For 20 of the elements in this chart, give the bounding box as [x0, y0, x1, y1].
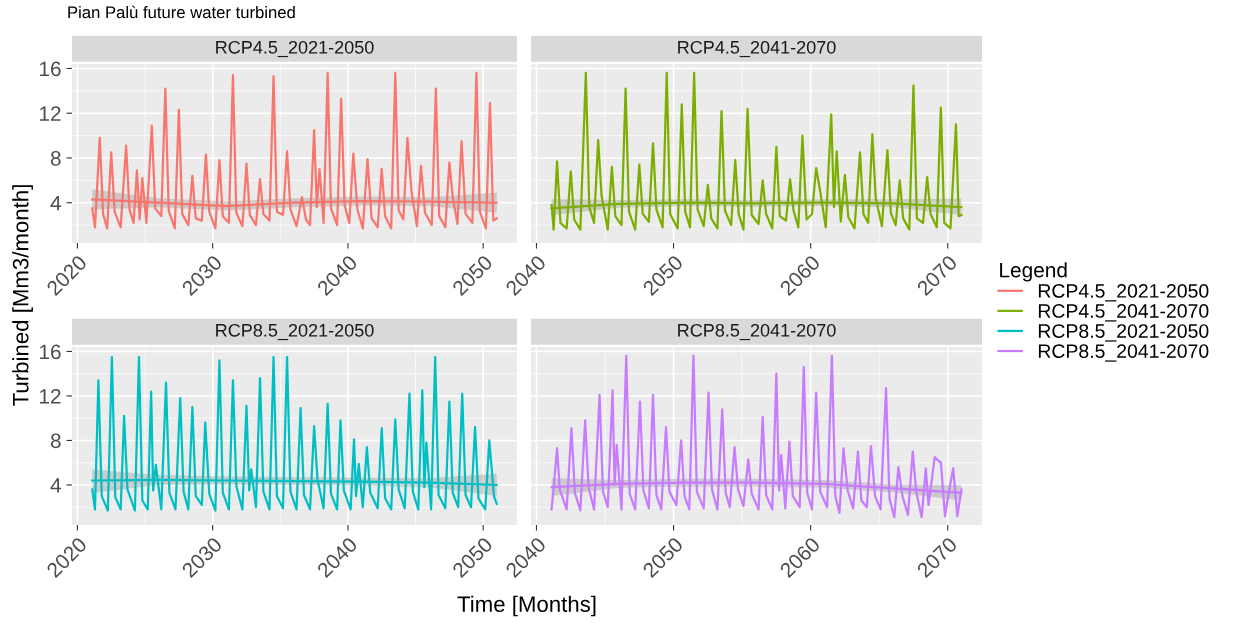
legend-label: RCP8.5_2021-2050 [1038, 324, 1209, 342]
legend-label: RCP8.5_2041-2070 [1038, 344, 1209, 362]
y-tick-label: 16 [40, 61, 61, 77]
y-tick-label: 12 [40, 106, 61, 121]
y-tick-label: 8 [50, 150, 61, 166]
y-tick-label: 4 [50, 478, 61, 493]
chart-title: RCP8.5_2021-2050 [216, 323, 374, 341]
y-tick-label: 16 [40, 344, 61, 360]
y-axis-title: Turbined [Mm3/month] [12, 185, 33, 406]
chart-title: RCP4.5_2041-2070 [678, 40, 836, 58]
y-tick-label: 8 [50, 433, 61, 449]
legend-title: Legend [1000, 262, 1067, 282]
y-tick-label: 4 [50, 195, 61, 211]
legend-label: RCP4.5_2021-2050 [1038, 284, 1209, 302]
x-axis-title: Time [Months] [457, 595, 596, 617]
text: Pian Palù future water turbined [68, 5, 295, 19]
legend-label: RCP4.5_2041-2070 [1038, 304, 1209, 322]
chart-title: RCP4.5_2021-2050 [216, 40, 374, 58]
chart-title: RCP8.5_2041-2070 [678, 323, 836, 341]
y-tick-label: 12 [40, 388, 61, 404]
